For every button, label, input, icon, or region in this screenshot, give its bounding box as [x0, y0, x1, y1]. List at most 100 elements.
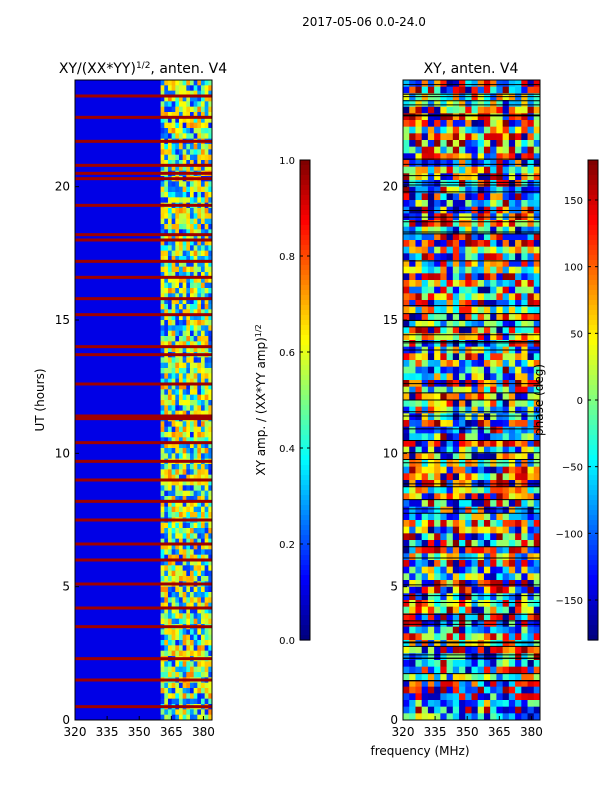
- phase-cell: [533, 586, 541, 594]
- amplitude-band-cell: [171, 442, 176, 449]
- amplitude-band-cell: [193, 96, 198, 102]
- phase-cell: [459, 400, 466, 408]
- amplitude-band-cell: [197, 565, 202, 572]
- phase-cell: [421, 640, 429, 648]
- amplitude-band-cell: [175, 186, 180, 193]
- amplitude-band-cell: [186, 389, 191, 396]
- phase-cell: [533, 266, 541, 274]
- amplitude-band-cell: [175, 368, 180, 374]
- phase-cell: [515, 700, 522, 708]
- amplitude-band-cell: [160, 128, 165, 134]
- phase-cell: [465, 553, 472, 561]
- phase-colorbar-step: [588, 575, 598, 581]
- phase-cell: [452, 106, 460, 114]
- phase-cell: [515, 246, 522, 254]
- amplitude-band-cell: [164, 128, 169, 134]
- amplitude-band-cell: [197, 106, 202, 113]
- phase-cell: [477, 386, 485, 394]
- phase-cell: [515, 100, 522, 108]
- amplitude-band-cell: [175, 613, 180, 620]
- phase-cell: [459, 533, 466, 541]
- amplitude-band-cell: [167, 325, 173, 332]
- phase-cell: [521, 373, 528, 381]
- phase-cell: [521, 693, 528, 701]
- phase-cell: [421, 233, 429, 241]
- phase-cell: [434, 360, 441, 368]
- amplitude-band-cell: [200, 650, 206, 657]
- phase-cell: [471, 620, 479, 628]
- amplitude-band-cell: [197, 634, 202, 641]
- phase-cell: [508, 160, 516, 168]
- phase-cell: [502, 153, 510, 161]
- amplitude-band-cell: [171, 490, 176, 497]
- amplitude-band-cell: [208, 501, 213, 508]
- phase-cell: [521, 680, 528, 688]
- amplitude-band-cell: [182, 421, 187, 428]
- phase-cell: [409, 106, 416, 114]
- amplitude-colorbar-step: [300, 560, 310, 566]
- phase-cell: [409, 420, 416, 428]
- phase-cell: [508, 600, 516, 608]
- amplitude-band-cell: [171, 368, 176, 374]
- phase-cell: [533, 293, 541, 301]
- amplitude-band-cell: [175, 320, 180, 326]
- phase-cell: [502, 693, 510, 701]
- phase-cell: [446, 653, 454, 661]
- phase-cell: [521, 340, 528, 348]
- phase-cell: [521, 666, 528, 674]
- phase-colorbar-step: [588, 525, 598, 531]
- phase-cell: [502, 620, 510, 628]
- amplitude-band-cell: [178, 282, 184, 289]
- phase-cell: [483, 540, 491, 548]
- phase-cell: [421, 680, 429, 688]
- phase-cell: [527, 366, 535, 374]
- phase-cell: [409, 466, 416, 474]
- amplitude-band-cell: [171, 85, 176, 92]
- phase-cell: [521, 80, 528, 88]
- amplitude-band-cell: [167, 693, 173, 700]
- amplitude-band-cell: [182, 197, 187, 204]
- amplitude-band-cell: [182, 325, 187, 332]
- phase-cell: [440, 200, 447, 208]
- amplitude-band-cell: [182, 234, 187, 241]
- amplitude-band-cell: [160, 693, 165, 700]
- amplitude-band-cell: [197, 165, 202, 172]
- phase-cell: [483, 186, 491, 194]
- amplitude-band-cell: [208, 437, 213, 444]
- phase-cell: [434, 433, 441, 441]
- amplitude-band-cell: [182, 533, 187, 540]
- amplitude-band-cell: [197, 224, 202, 230]
- phase-cell: [452, 386, 460, 394]
- phase-cell: [465, 226, 472, 234]
- amplitude-band-cell: [178, 554, 184, 561]
- phase-cell: [477, 586, 485, 594]
- phase-cell: [490, 386, 497, 394]
- phase-cell: [483, 333, 491, 341]
- amplitude-band-cell: [167, 282, 173, 289]
- phase-cell: [527, 160, 535, 168]
- amplitude-band-cell: [197, 629, 202, 636]
- phase-cell: [427, 400, 435, 408]
- phase-cell: [440, 426, 447, 434]
- amplitude-band-cell: [197, 490, 202, 497]
- phase-cell: [515, 440, 522, 448]
- phase-cell: [409, 460, 416, 468]
- amplitude-band-cell: [197, 618, 202, 625]
- phase-cell: [440, 333, 447, 341]
- amplitude-band-cell: [204, 709, 209, 716]
- phase-cell: [421, 180, 429, 188]
- amplitude-band-cell: [178, 320, 184, 326]
- phase-cell: [515, 633, 522, 641]
- phase-cell: [452, 406, 460, 414]
- phase-cell: [421, 706, 429, 714]
- amplitude-band-cell: [189, 165, 195, 172]
- phase-cell: [527, 420, 535, 428]
- phase-cell: [459, 526, 466, 534]
- phase-cell: [521, 140, 528, 148]
- amplitude-band-cell: [186, 570, 191, 577]
- amplitude-band-cell: [175, 501, 180, 508]
- amplitude-band-cell: [178, 256, 184, 262]
- phase-cell: [446, 133, 454, 141]
- phase-cell: [415, 593, 423, 601]
- amplitude-band-cell: [193, 490, 198, 497]
